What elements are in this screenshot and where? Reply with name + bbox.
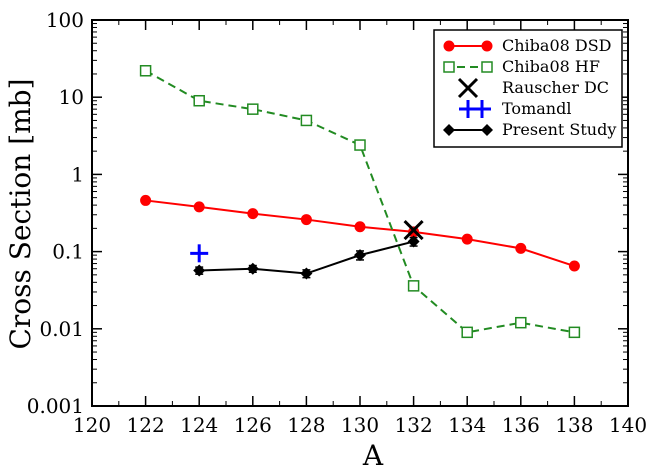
data-point-chiba08-dsd bbox=[193, 201, 205, 213]
series-line-chiba08-hf bbox=[145, 69, 575, 334]
axes: 120 122 124 126 128 130 132 134 136 138 140 0.001 0.… bbox=[27, 8, 647, 437]
data-point-chiba08-hf bbox=[407, 280, 420, 292]
data-point-chiba08-dsd bbox=[568, 260, 580, 272]
legend-marker-stroke bbox=[457, 77, 479, 99]
x-axis-label: A bbox=[362, 439, 384, 470]
x-tick-label: 132 bbox=[395, 413, 433, 437]
data-point-chiba08-hf bbox=[515, 316, 527, 329]
legend-marker bbox=[481, 40, 493, 52]
legend-box bbox=[433, 29, 623, 148]
legend-label: Tomandl bbox=[502, 99, 571, 118]
data-point-chiba08-hf bbox=[568, 326, 581, 339]
legend-marker bbox=[443, 61, 455, 73]
data-point-chiba08-hf bbox=[300, 114, 313, 127]
legend-label: Present Study bbox=[502, 120, 616, 139]
y-tick-label: 1 bbox=[71, 162, 84, 186]
data-point-chiba08-dsd bbox=[140, 194, 152, 206]
x-tick-label: 140 bbox=[609, 413, 647, 437]
data-point-rauscher-dc bbox=[403, 220, 424, 241]
legend-marker bbox=[443, 40, 455, 52]
legend-marker bbox=[481, 61, 493, 73]
y-tick-label: 0.01 bbox=[39, 317, 84, 341]
data-point-tomandl bbox=[190, 244, 209, 263]
legend-entry-tomandl: Tomandl bbox=[459, 99, 571, 118]
data-point-chiba08-dsd bbox=[247, 208, 259, 220]
x-tick-label: 134 bbox=[448, 413, 486, 437]
data-point-present-study bbox=[193, 264, 206, 277]
data-point-chiba08-hf bbox=[193, 94, 205, 107]
data-point-present-study bbox=[354, 249, 366, 262]
data-point-chiba08-hf bbox=[461, 326, 473, 339]
legend-label: Rauscher DC bbox=[502, 78, 609, 97]
x-tick-label: 138 bbox=[555, 413, 593, 437]
series-present-study bbox=[193, 235, 420, 280]
legend-label: Chiba08 DSD bbox=[502, 36, 612, 55]
y-tick-label: 0.001 bbox=[27, 394, 84, 418]
legend-marker bbox=[443, 124, 455, 136]
data-point-chiba08-dsd bbox=[354, 221, 366, 233]
y-tick-label: 100 bbox=[46, 8, 84, 32]
data-point-chiba08-dsd bbox=[300, 214, 312, 226]
data-point-chiba08-dsd bbox=[461, 233, 473, 245]
y-tick-label: 0.1 bbox=[52, 240, 84, 264]
series-chiba08-hf bbox=[139, 65, 581, 339]
x-tick-label: 120 bbox=[73, 413, 111, 437]
y-tick-label: 10 bbox=[59, 85, 84, 109]
data-point-present-study bbox=[300, 267, 313, 280]
plot-area bbox=[139, 65, 581, 339]
x-tick-label: 136 bbox=[502, 413, 540, 437]
data-point-chiba08-hf bbox=[247, 103, 259, 115]
x-tick-label: 124 bbox=[180, 413, 218, 437]
data-point-chiba08-dsd bbox=[515, 242, 527, 254]
x-tick-label: 130 bbox=[341, 413, 379, 437]
legend-marker bbox=[473, 100, 491, 118]
legend: Chiba08 DSD Chiba08 HF Rauscher DC Tomandl P… bbox=[433, 29, 623, 148]
x-tick-label: 128 bbox=[287, 413, 325, 437]
data-point-present-study bbox=[246, 262, 259, 275]
legend-entry-chiba08-hf: Chiba08 HF bbox=[443, 57, 600, 76]
legend-entry-present-study: Present Study bbox=[443, 120, 616, 139]
legend-entry-rauscher-dc: Rauscher DC bbox=[457, 77, 609, 99]
legend-marker bbox=[481, 124, 493, 136]
legend-entry-chiba08-dsd: Chiba08 DSD bbox=[443, 36, 612, 55]
x-tick-label: 122 bbox=[127, 413, 165, 437]
data-point-present-study bbox=[407, 235, 420, 248]
series-tomandl bbox=[190, 244, 209, 263]
data-point-chiba08-hf bbox=[354, 139, 366, 151]
series-rauscher-dc bbox=[403, 220, 424, 241]
legend-marker bbox=[457, 77, 479, 99]
legend-label: Chiba08 HF bbox=[502, 57, 600, 76]
data-point-rauscher-dc-stroke bbox=[403, 220, 424, 241]
x-tick-label: 126 bbox=[234, 413, 272, 437]
y-axis-label: Cross Section [mb] bbox=[4, 78, 37, 349]
data-point-chiba08-hf bbox=[139, 65, 152, 77]
